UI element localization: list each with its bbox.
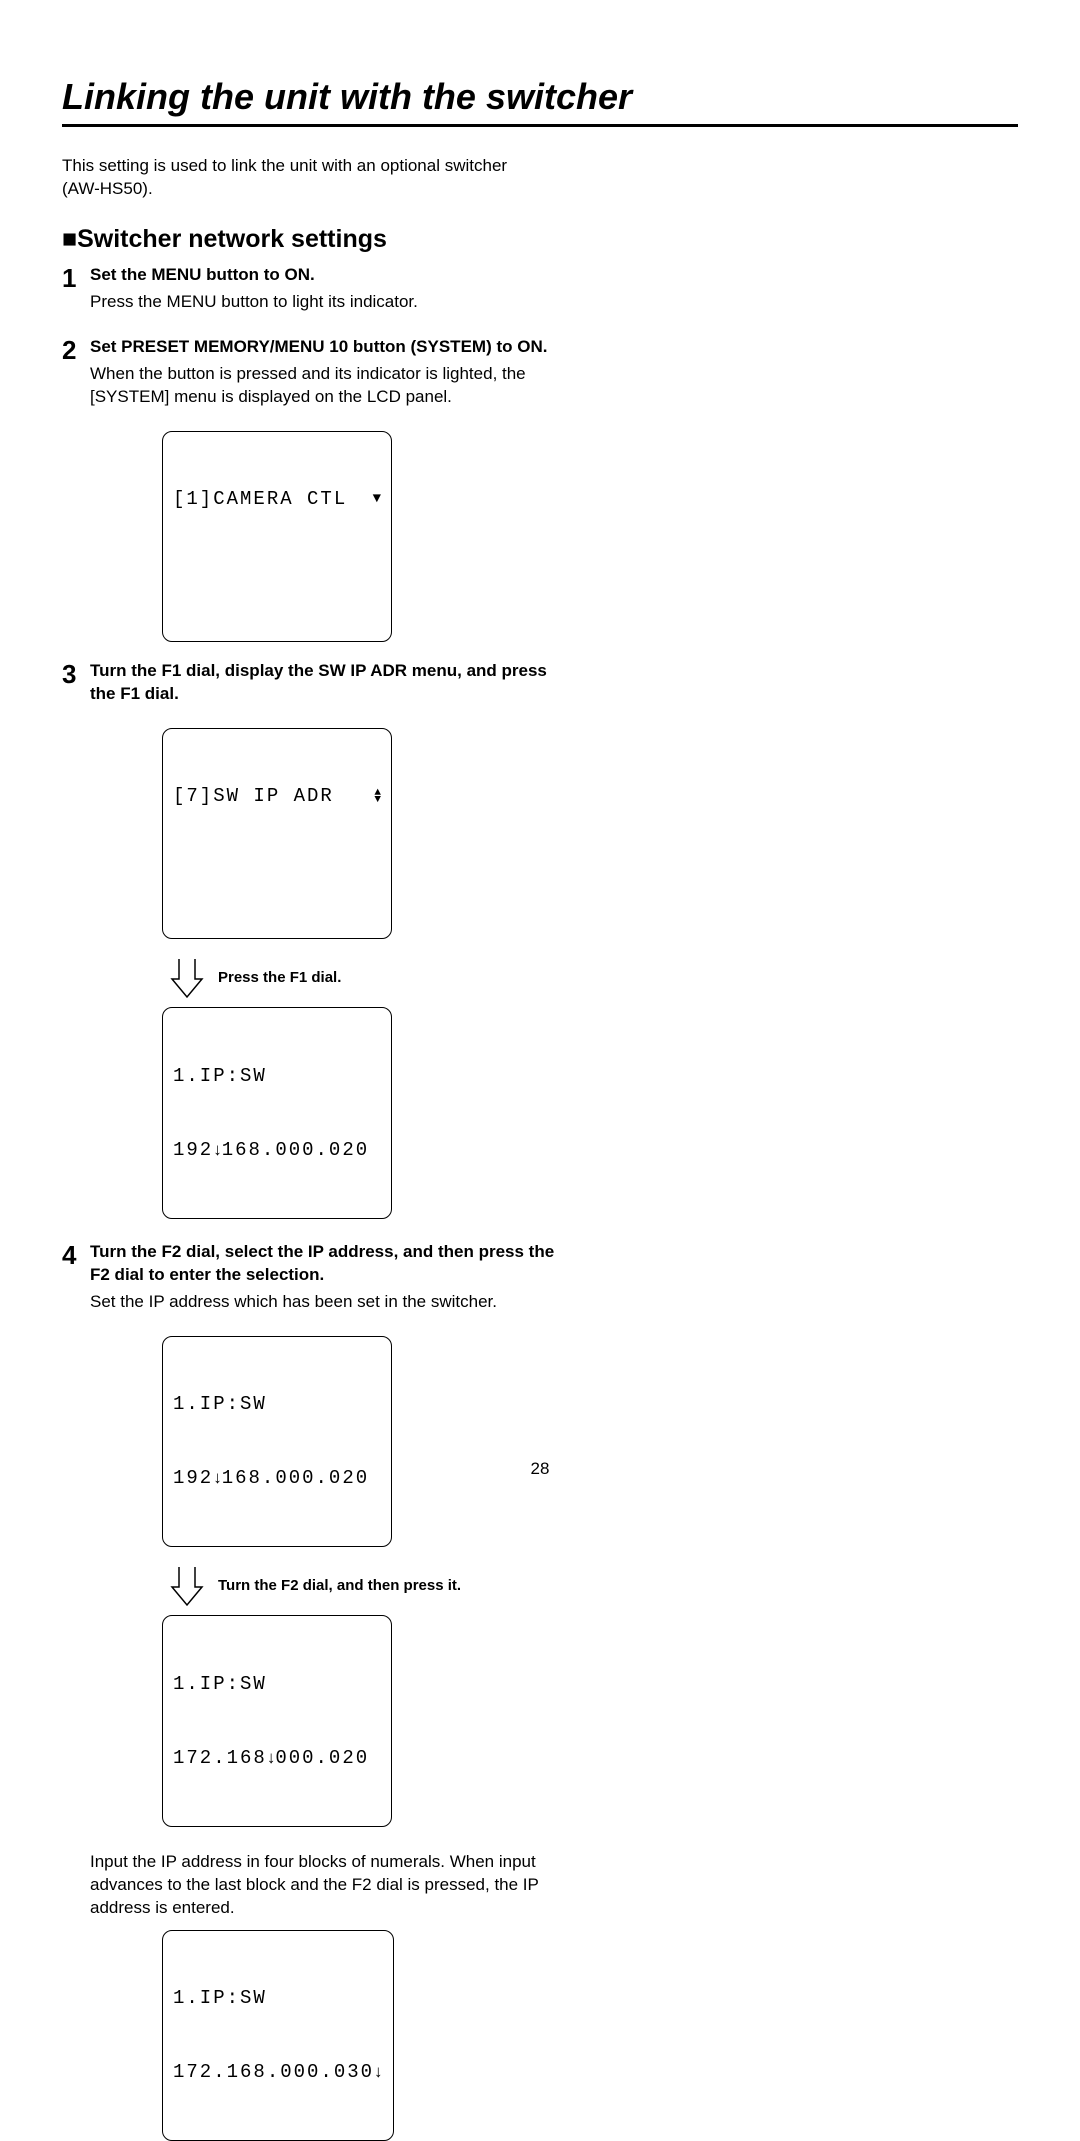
step-title: Set the MENU button to ON.	[90, 264, 572, 287]
step-number: 3	[62, 660, 90, 710]
step-number: 4	[62, 1241, 90, 1318]
lcd-line1: 1.IP:SW	[173, 1392, 381, 1417]
lcd-ipsw-b: 1.IP:SW 192↓168.000.020	[162, 1336, 1018, 1548]
lcd-line2: 192↓168.000.020	[173, 1138, 381, 1163]
page-title: Linking the unit with the switcher	[62, 76, 1018, 127]
lcd-line1: 1.IP:SW	[173, 1672, 381, 1697]
down-arrow-glyph: ↓	[267, 1748, 276, 1767]
step-3: 3 Turn the F1 dial, display the SW IP AD…	[62, 660, 572, 710]
step-2: 2 Set PRESET MEMORY/MENU 10 button (SYST…	[62, 336, 572, 413]
arrow-label: Turn the F2 dial, and then press it.	[218, 1577, 461, 1595]
step-4: 4 Turn the F2 dial, select the IP addres…	[62, 1241, 572, 1318]
sq-bullet: ■	[62, 225, 77, 253]
step-text: When the button is pressed and its indic…	[90, 363, 572, 409]
lcd-line2: 172.168↓000.020	[173, 1746, 381, 1771]
lcd-ipsw-a: 1.IP:SW 192↓168.000.020	[162, 1007, 1018, 1219]
step-title: Turn the F2 dial, select the IP address,…	[90, 1241, 572, 1287]
updown-icon: ▲▼	[374, 790, 381, 803]
section-heading: ■Switcher network settings	[62, 225, 1018, 254]
step-text: Set the IP address which has been set in…	[90, 1291, 572, 1314]
page-number: 28	[0, 1459, 1080, 1479]
lcd-line2: 172.168.000.030↓	[173, 2060, 383, 2085]
lcd-text: [7]SW IP ADR	[173, 784, 334, 809]
step-number: 2	[62, 336, 90, 413]
arrow-label: Press the F1 dial.	[218, 969, 341, 987]
lcd-text: [1]CAMERA CTL	[173, 487, 347, 512]
step4-note: Input the IP address in four blocks of n…	[90, 1851, 570, 1920]
lcd-camera-ctl: [1]CAMERA CTL ▼	[162, 431, 1018, 643]
intro-text: This setting is used to link the unit wi…	[62, 155, 542, 201]
arrow-turn-f2: Turn the F2 dial, and then press it.	[162, 1565, 1018, 1607]
lcd-line1: 1.IP:SW	[173, 1986, 383, 2011]
down-arrow-icon	[162, 1565, 212, 1607]
step-text: Press the MENU button to light its indic…	[90, 291, 572, 314]
arrow-press-f1: Press the F1 dial.	[162, 957, 1018, 999]
down-arrow-icon	[162, 957, 212, 999]
step-title: Set PRESET MEMORY/MENU 10 button (SYSTEM…	[90, 336, 572, 359]
down-arrow-glyph: ↓	[374, 2062, 383, 2081]
lcd-ipsw-d: 1.IP:SW 172.168.000.030↓	[162, 1930, 1018, 2141]
lcd-ipsw-c: 1.IP:SW 172.168↓000.020	[162, 1615, 1018, 1827]
lcd-sw-ip-adr: [7]SW IP ADR ▲▼	[162, 728, 1018, 940]
lcd-line1: 1.IP:SW	[173, 1064, 381, 1089]
step-1: 1 Set the MENU button to ON. Press the M…	[62, 264, 572, 318]
step-number: 1	[62, 264, 90, 318]
step-title: Turn the F1 dial, display the SW IP ADR …	[90, 660, 572, 706]
down-triangle-icon: ▼	[373, 490, 381, 508]
down-arrow-glyph: ↓	[213, 1140, 222, 1159]
